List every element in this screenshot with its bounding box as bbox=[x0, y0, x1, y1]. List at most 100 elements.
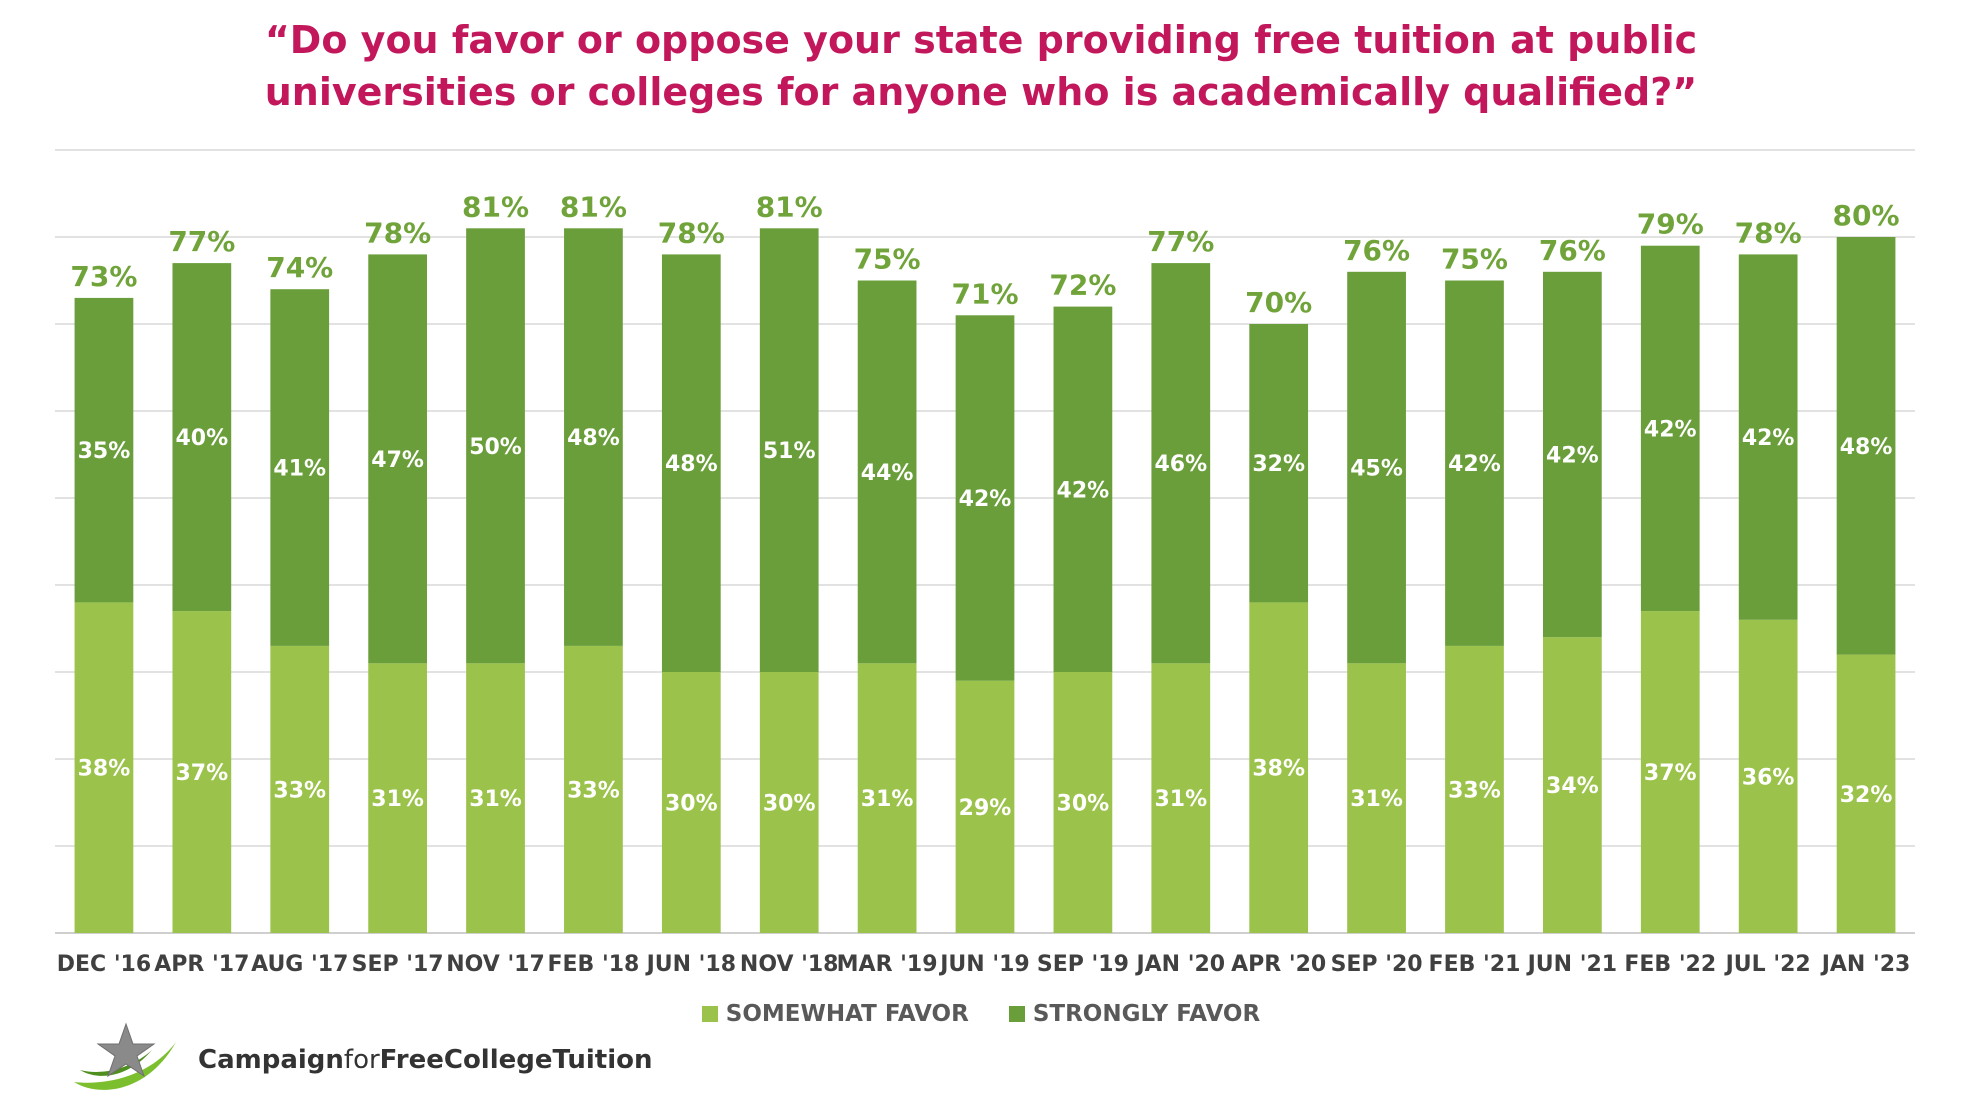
stacked-bar-chart: 38% 35% 73% 37% 40% 77% 33% 41% 74% 31% 47% 78% 31% 5… bbox=[55, 149, 1915, 977]
bar-somewhat-favor bbox=[1543, 637, 1602, 933]
bar-somewhat-favor bbox=[857, 663, 917, 933]
bar-somewhat-favor bbox=[368, 663, 427, 933]
x-tick-label: DEC '16 bbox=[57, 952, 151, 977]
total-label: 76% bbox=[1539, 234, 1606, 267]
legend: SOMEWHAT FAVOR STRONGLY FAVOR bbox=[0, 1001, 1962, 1027]
bar-strongly-favor bbox=[564, 228, 623, 646]
logo-text: CampaignforFreeCollegeTuition bbox=[198, 1045, 653, 1075]
data-label-somewhat-favor: 37% bbox=[1644, 761, 1697, 786]
data-label-somewhat-favor: 33% bbox=[1448, 778, 1501, 803]
bar-somewhat-favor bbox=[1836, 654, 1896, 933]
bar-strongly-favor bbox=[1640, 245, 1700, 612]
data-label-somewhat-favor: 38% bbox=[78, 757, 131, 782]
total-label: 70% bbox=[1245, 286, 1312, 319]
bar-somewhat-favor bbox=[1445, 645, 1504, 933]
x-tick-label: SEP '17 bbox=[352, 952, 444, 977]
total-label: 81% bbox=[756, 190, 823, 223]
data-label-strongly-favor: 45% bbox=[1350, 457, 1403, 482]
total-label: 81% bbox=[462, 190, 529, 223]
bar-somewhat-favor bbox=[270, 645, 330, 933]
total-label: 73% bbox=[70, 260, 137, 293]
legend-label-somewhat-favor: SOMEWHAT FAVOR bbox=[725, 1001, 969, 1027]
total-label: 72% bbox=[1049, 269, 1116, 302]
total-label: 78% bbox=[364, 216, 431, 249]
data-label-somewhat-favor: 31% bbox=[371, 787, 424, 812]
x-tick-label: SEP '20 bbox=[1331, 952, 1423, 977]
x-tick-label: JUN '19 bbox=[938, 952, 1029, 977]
bar-strongly-favor bbox=[270, 289, 330, 646]
x-tick-label: MAR '19 bbox=[837, 952, 938, 977]
bar-somewhat-favor bbox=[1738, 619, 1798, 933]
legend-swatch-strongly-favor bbox=[1008, 1006, 1025, 1022]
data-label-somewhat-favor: 29% bbox=[959, 796, 1012, 821]
x-tick-label: FEB '21 bbox=[1429, 952, 1521, 977]
data-label-strongly-favor: 42% bbox=[1546, 444, 1599, 469]
data-label-strongly-favor: 51% bbox=[763, 439, 816, 464]
bar-strongly-favor bbox=[661, 254, 721, 672]
x-tick-label: FEB '18 bbox=[547, 952, 639, 977]
x-tick-label: APR '20 bbox=[1231, 952, 1326, 977]
data-label-somewhat-favor: 31% bbox=[861, 787, 914, 812]
chart-title-line-2: universities or colleges for anyone who … bbox=[264, 70, 1698, 114]
data-label-strongly-favor: 46% bbox=[1154, 452, 1207, 477]
data-label-somewhat-favor: 31% bbox=[1154, 787, 1207, 812]
bar-somewhat-favor bbox=[564, 645, 623, 933]
data-label-somewhat-favor: 36% bbox=[1742, 765, 1795, 790]
data-label-somewhat-favor: 30% bbox=[1057, 792, 1110, 817]
x-tick-label: NOV '17 bbox=[446, 952, 545, 977]
data-label-strongly-favor: 42% bbox=[959, 487, 1012, 512]
data-label-strongly-favor: 47% bbox=[371, 448, 424, 473]
chart-title-line-1: “Do you favor or oppose your state provi… bbox=[264, 18, 1698, 62]
bar-strongly-favor bbox=[955, 315, 1015, 681]
legend-label-strongly-favor: STRONGLY FAVOR bbox=[1032, 1001, 1261, 1027]
total-label: 78% bbox=[1735, 216, 1802, 249]
data-label-strongly-favor: 42% bbox=[1448, 452, 1501, 477]
bar-strongly-favor bbox=[74, 297, 134, 603]
star-swoosh-icon bbox=[74, 1022, 176, 1090]
x-tick-label: SEP '19 bbox=[1037, 952, 1129, 977]
chart-title: “Do you favor or oppose your state provi… bbox=[0, 14, 1962, 118]
data-label-strongly-favor: 48% bbox=[567, 426, 620, 451]
legend-swatch-somewhat-favor bbox=[701, 1006, 718, 1022]
data-label-somewhat-favor: 32% bbox=[1840, 783, 1893, 808]
total-label: 80% bbox=[1833, 199, 1900, 232]
data-label-strongly-favor: 48% bbox=[1840, 435, 1893, 460]
bar-strongly-favor bbox=[466, 228, 525, 664]
bar-somewhat-favor bbox=[661, 672, 721, 933]
data-label-somewhat-favor: 30% bbox=[665, 792, 718, 817]
bar-somewhat-favor bbox=[1249, 602, 1309, 933]
data-label-somewhat-favor: 33% bbox=[273, 778, 326, 803]
logo: CampaignforFreeCollegeTuition bbox=[70, 1020, 653, 1100]
data-label-somewhat-favor: 38% bbox=[1252, 757, 1305, 782]
total-label: 75% bbox=[1441, 243, 1508, 276]
x-tick-label: AUG '17 bbox=[251, 952, 348, 977]
x-axis-ticks: DEC '16 APR '17 AUG '17 SEP '17 NOV '17 FEB '… bbox=[57, 952, 1911, 977]
bar-strongly-favor bbox=[172, 263, 232, 612]
bar-strongly-favor bbox=[759, 228, 819, 673]
bar-somewhat-favor bbox=[466, 663, 525, 933]
total-label: 81% bbox=[560, 190, 627, 223]
data-label-somewhat-favor: 37% bbox=[176, 761, 229, 786]
bar-strongly-favor bbox=[368, 254, 427, 664]
x-tick-label: JAN '20 bbox=[1134, 952, 1225, 977]
total-label: 77% bbox=[168, 225, 235, 258]
x-tick-label: APR '17 bbox=[154, 952, 249, 977]
bar-strongly-favor bbox=[1836, 237, 1896, 655]
legend-item-strongly-favor: STRONGLY FAVOR bbox=[1008, 1001, 1261, 1027]
total-label: 71% bbox=[951, 277, 1018, 310]
data-label-strongly-favor: 42% bbox=[1742, 426, 1795, 451]
total-label: 75% bbox=[854, 243, 921, 276]
bar-somewhat-favor bbox=[1640, 611, 1700, 933]
x-tick-label: JUL '22 bbox=[1724, 952, 1811, 977]
bars bbox=[74, 228, 1896, 933]
bar-strongly-favor bbox=[857, 280, 917, 664]
bar-somewhat-favor bbox=[172, 611, 232, 933]
bar-somewhat-favor bbox=[955, 680, 1015, 933]
bar-strongly-favor bbox=[1053, 306, 1113, 672]
data-label-somewhat-favor: 30% bbox=[763, 792, 816, 817]
data-label-strongly-favor: 35% bbox=[78, 439, 131, 464]
data-label-strongly-favor: 41% bbox=[273, 457, 326, 482]
data-label-strongly-favor: 42% bbox=[1057, 478, 1110, 503]
data-label-strongly-favor: 48% bbox=[665, 452, 718, 477]
x-tick-label: NOV '18 bbox=[740, 952, 839, 977]
